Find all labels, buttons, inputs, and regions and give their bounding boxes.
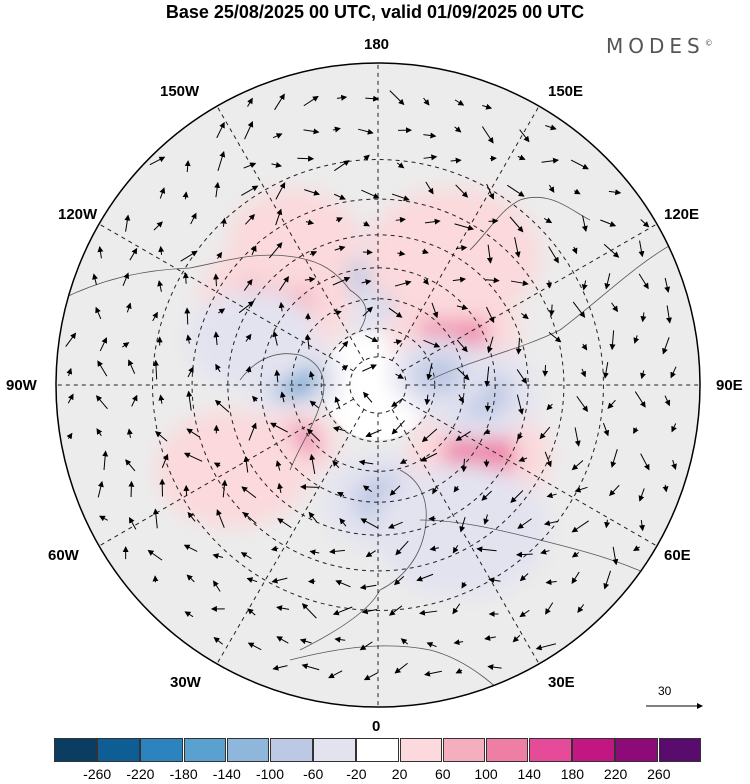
colorbar-tick-label: -60 [303,766,323,782]
colorbar-tick-label: -20 [346,766,366,782]
wind-vector [545,365,546,376]
colorbar-swatch [184,738,227,762]
colorbar-tick-label: 140 [518,766,541,782]
colorbar-tick-label: -140 [213,766,241,782]
colorbar-tick-label: 180 [561,766,584,782]
colorbar-tick-label: -260 [83,766,111,782]
colorbar-swatch [313,738,356,762]
lon-label-90w: 90W [6,377,37,395]
lon-label-120w: 120W [58,206,97,224]
colorbar-tick-label: 260 [647,766,670,782]
lon-label-150e: 150E [548,83,583,101]
colorbar-swatch [615,738,658,762]
wind-vector [489,221,498,222]
colorbar-swatch [270,738,313,762]
colorbar-swatch [659,738,702,762]
colorbar-swatch [140,738,183,762]
lon-label-30e: 30E [548,674,575,692]
lon-label-30w: 30W [170,674,201,692]
colorbar-tick-label: -220 [126,766,154,782]
wind-vector [297,158,313,159]
lon-label-60e: 60E [664,547,691,565]
colorbar-tick-label: -180 [170,766,198,782]
colorbar-tick-label: 220 [604,766,627,782]
colorbar-swatch [227,738,270,762]
wind-vector [517,554,533,555]
colorbar-tick-label: 100 [474,766,497,782]
lon-label-150w: 150W [160,83,199,101]
lon-label-90e: 90E [716,377,743,395]
colorbar-swatch [443,738,486,762]
colorbar-swatch [529,738,572,762]
lon-label-0: 0 [372,718,380,736]
colorbar-swatch [356,738,399,762]
colorbar-swatch [97,738,140,762]
reference-vector-label: 30 [658,684,671,698]
lon-label-120e: 120E [664,206,699,224]
colorbar-swatch [54,738,97,762]
lon-label-60w: 60W [48,547,79,565]
colorbar-swatch [400,738,443,762]
colorbar-swatch [486,738,529,762]
lon-label-180: 180 [364,36,389,54]
colorbar-tick-label: 60 [435,766,451,782]
colorbar-tick-label: 20 [392,766,408,782]
colorbar-tick-label: -100 [256,766,284,782]
colorbar [54,738,702,762]
colorbar-swatch [572,738,615,762]
wind-vector [216,274,217,286]
wind-vector [185,273,186,284]
colorbar-ticks: -260 -220 -180 -140 -100 -60 -20 20 60 100 140 180 2… [0,766,750,784]
wind-vector [301,487,319,488]
anomaly-core [414,354,464,394]
